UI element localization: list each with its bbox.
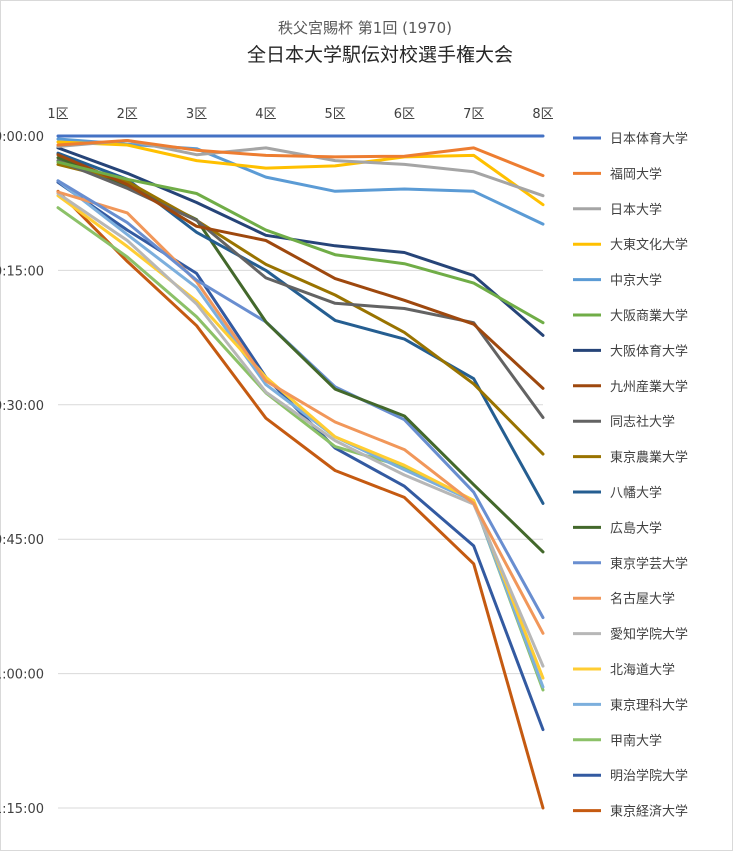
y-tick-label: 0:30:00 xyxy=(0,399,44,414)
series-line xyxy=(56,189,545,810)
series-line xyxy=(56,139,545,178)
x-tick-label: 2区 xyxy=(117,107,138,122)
series-line xyxy=(56,146,545,337)
series-line xyxy=(56,151,545,505)
x-tick-label: 1区 xyxy=(47,107,68,122)
legend-label: 東京理科大学 xyxy=(610,697,688,713)
y-tick-label: 0:45:00 xyxy=(0,533,44,548)
x-tick-label: 6区 xyxy=(394,107,415,122)
x-tick-label: 4区 xyxy=(255,107,276,122)
series-line xyxy=(56,180,545,732)
y-axis-tick-labels: 0:00:00 0:15:00 0:30:00 0:45:00 1:00:00 1:15:… xyxy=(0,130,44,817)
x-axis-tick-labels: 1区 2区 3区 4区 5区 6区 7区 8区 xyxy=(47,107,553,122)
series-line xyxy=(56,140,545,207)
legend-label: 東京経済大学 xyxy=(610,804,688,820)
legend-label: 日本体育大学 xyxy=(610,131,688,147)
x-tick-label: 8区 xyxy=(532,107,553,122)
legend-label: 東京学芸大学 xyxy=(610,556,688,572)
y-tick-label: 0:00:00 xyxy=(0,130,44,145)
legend-label: 九州産業大学 xyxy=(610,379,688,395)
series-line xyxy=(56,137,545,226)
y-tick-label: 1:00:00 xyxy=(0,668,44,683)
legend: 日本体育大学福岡大学日本大学大東文化大学中京大学大阪商業大学大阪体育大学九州産業… xyxy=(573,131,688,820)
y-tick-label: 0:15:00 xyxy=(0,264,44,279)
legend-label: 大東文化大学 xyxy=(610,237,688,253)
legend-label: 明治学院大学 xyxy=(610,768,688,784)
series-line xyxy=(56,192,545,668)
chart-title: 全日本大学駅伝対校選手権大会 xyxy=(247,44,513,66)
legend-label: 八幡大学 xyxy=(610,485,662,501)
x-tick-label: 7区 xyxy=(463,107,484,122)
series-line xyxy=(56,179,545,689)
x-tick-label: 3区 xyxy=(186,107,207,122)
legend-label: 大阪体育大学 xyxy=(610,343,688,359)
legend-label: 同志社大学 xyxy=(610,414,675,430)
series-line xyxy=(56,190,545,635)
legend-label: 愛知学院大学 xyxy=(610,627,688,643)
series-line xyxy=(56,159,545,419)
series-line xyxy=(56,160,545,325)
series-lines xyxy=(56,134,545,810)
series-line xyxy=(56,179,545,620)
series-line xyxy=(56,194,545,680)
y-tick-label: 1:15:00 xyxy=(0,802,44,817)
legend-label: 大阪商業大学 xyxy=(610,308,688,324)
legend-label: 福岡大学 xyxy=(610,166,662,182)
x-tick-label: 5区 xyxy=(325,107,346,122)
chart-subtitle: 秩父宮賜杯 第1回 (1970) xyxy=(278,19,452,37)
series-line xyxy=(56,153,545,390)
legend-label: 広島大学 xyxy=(610,520,662,536)
legend-label: 中京大学 xyxy=(610,273,662,289)
legend-label: 名古屋大学 xyxy=(610,591,675,607)
legend-label: 日本大学 xyxy=(610,202,662,218)
series-line xyxy=(56,162,545,456)
legend-label: 北海道大学 xyxy=(610,662,675,678)
legend-label: 東京農業大学 xyxy=(610,450,688,466)
legend-label: 甲南大学 xyxy=(610,733,662,749)
